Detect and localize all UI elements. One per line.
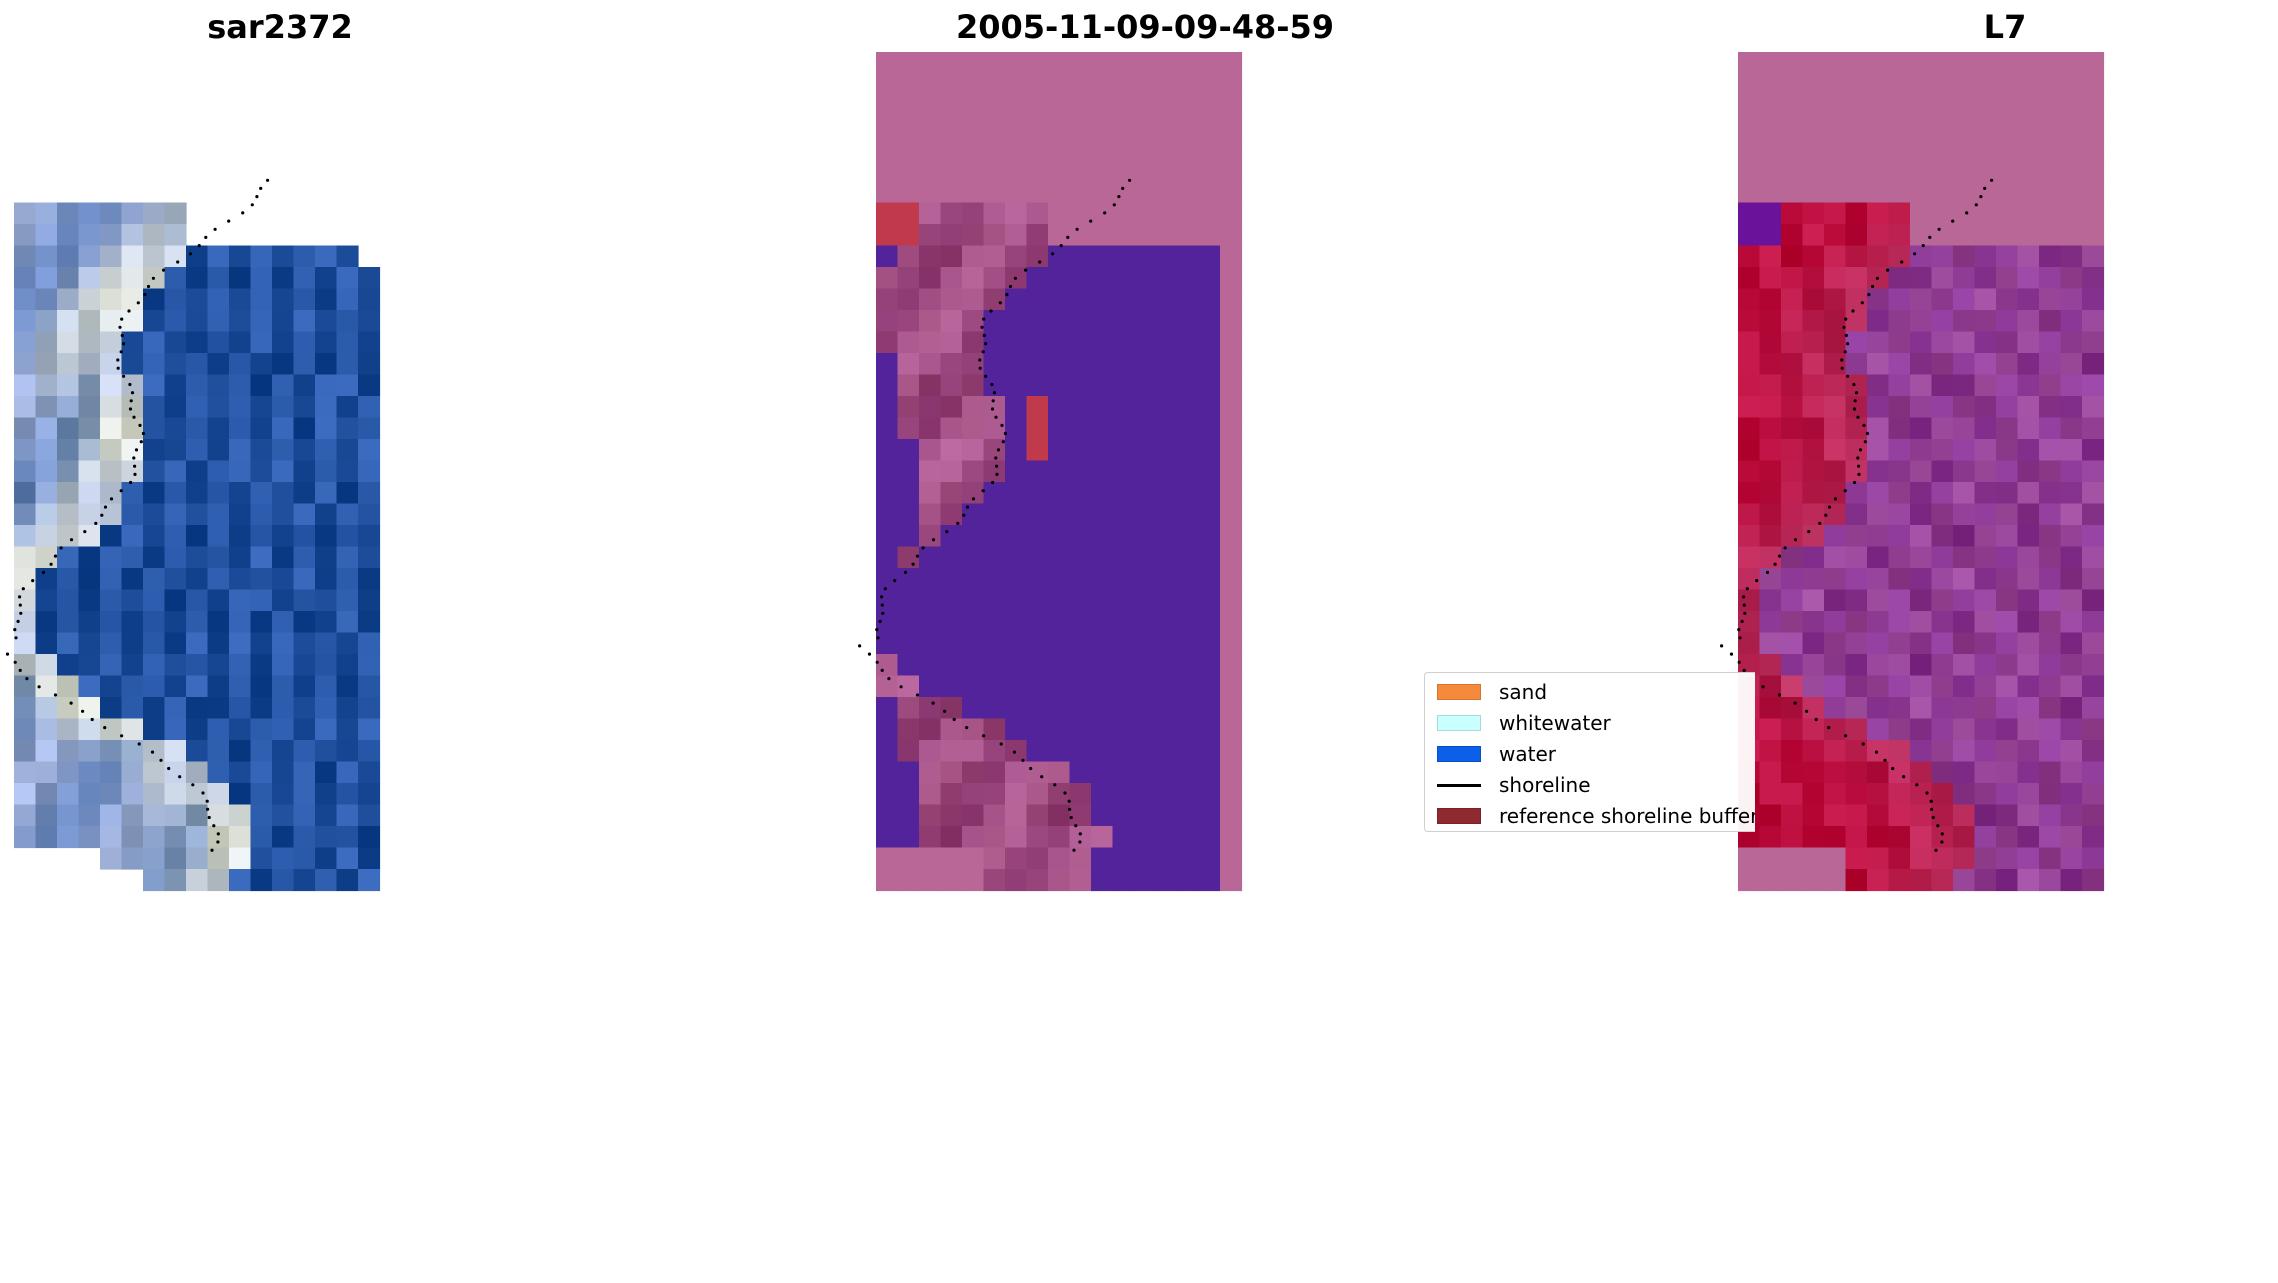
legend-swatch-sand bbox=[1437, 684, 1481, 700]
legend-line-shoreline bbox=[1437, 783, 1481, 787]
legend-swatch-water bbox=[1437, 746, 1481, 762]
legend-item-sand: sand bbox=[1425, 677, 1547, 707]
legend-label: sand bbox=[1499, 680, 1548, 704]
legend-label: shoreline bbox=[1499, 773, 1591, 797]
legend-swatch-whitewater bbox=[1437, 715, 1481, 731]
legend-label: water bbox=[1499, 742, 1556, 766]
legend-item-whitewater: whitewater bbox=[1425, 708, 1611, 738]
legend-item-water: water bbox=[1425, 739, 1556, 769]
legend-label: whitewater bbox=[1499, 711, 1611, 735]
legend-swatch-reference-buffer bbox=[1437, 808, 1481, 824]
classified-image-panel bbox=[858, 52, 1243, 892]
panel-title-classified: 2005-11-09-09-48-59 bbox=[955, 8, 1335, 46]
panel-title-index: L7 bbox=[1983, 8, 2027, 46]
legend-item-reference-buffer: reference shoreline buffer bbox=[1425, 801, 1755, 831]
legend-item-shoreline: shoreline bbox=[1425, 770, 1591, 800]
panel-title-rgb: sar2372 bbox=[207, 8, 353, 46]
rgb-image-panel bbox=[5, 178, 381, 892]
legend-label: reference shoreline buffer bbox=[1499, 804, 1755, 828]
legend: sand whitewater water shoreline referenc… bbox=[1424, 672, 1755, 832]
index-image-panel bbox=[1720, 52, 2105, 892]
